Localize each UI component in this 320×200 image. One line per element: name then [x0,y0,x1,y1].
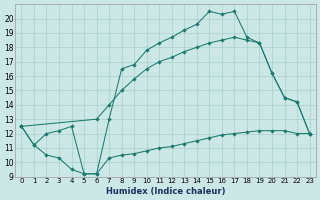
X-axis label: Humidex (Indice chaleur): Humidex (Indice chaleur) [106,187,225,196]
